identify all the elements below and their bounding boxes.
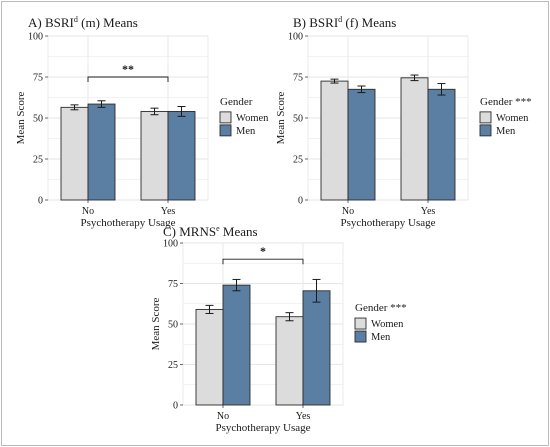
error-bar — [357, 85, 366, 94]
bar-men-no — [347, 88, 376, 201]
legend-title: Gender *** — [355, 302, 407, 314]
chart-panel-3: C) MRNSe Means 0 25 50 75 100 No YesPsychothera… — [150, 224, 407, 434]
legend-title: Gender — [220, 96, 253, 108]
y-tick-label: 25 — [33, 155, 43, 166]
bar-women-yes — [400, 77, 429, 201]
significance-label: ** — [122, 62, 134, 76]
y-tick-label: 25 — [293, 155, 303, 166]
error-bar — [150, 107, 159, 116]
bar-women-yes — [140, 110, 169, 201]
legend: Gender Women Men — [219, 96, 269, 137]
x-axis-label: Psychotherapy Usage — [80, 217, 175, 229]
error-bar — [177, 106, 186, 117]
error-bar — [437, 83, 446, 96]
x-tick-label: No — [217, 411, 229, 422]
legend-key-men — [479, 124, 492, 137]
legend-label-men: Men — [496, 126, 516, 137]
error-bar — [312, 278, 321, 303]
y-axis-label: Mean Score — [150, 297, 162, 350]
y-tick-label: 100 — [288, 32, 303, 43]
y-tick-label: 0 — [298, 196, 303, 207]
panel-title-superscript: e — [216, 224, 220, 233]
legend-label-men: Men — [371, 332, 391, 343]
y-tick-label: 0 — [173, 401, 178, 412]
bar-women-no — [60, 106, 89, 201]
significance-bracket — [87, 76, 169, 82]
legend: Gender *** Women Men — [479, 96, 532, 137]
bar-men-no — [87, 103, 116, 201]
legend-key-men — [354, 330, 367, 343]
bar-men-yes — [302, 290, 331, 406]
y-tick-label: 75 — [293, 73, 303, 84]
legend-label-men: Men — [236, 126, 256, 137]
x-tick-label: Yes — [421, 206, 436, 217]
legend-title: Gender *** — [480, 96, 532, 108]
panel-title-rest: Means — [220, 224, 258, 239]
panel-title-rest: (f) Means — [342, 15, 396, 30]
error-bar — [70, 104, 79, 111]
x-tick-label: Yes — [296, 411, 311, 422]
x-tick-label: No — [82, 206, 94, 217]
y-tick-label: 100 — [163, 239, 178, 250]
significance-label: * — [260, 244, 266, 258]
chart-panel-1: A) BSRId (m) Means 0 25 50 75 100 No YesPsychot… — [15, 15, 269, 229]
panel-title: C) MRNSe Means — [163, 224, 258, 239]
y-tick-label: 75 — [33, 73, 43, 84]
bar-women-no — [320, 80, 349, 201]
bar-men-yes — [167, 110, 196, 201]
y-tick-label: 0 — [38, 196, 43, 207]
significance-bracket — [222, 258, 304, 265]
chart-panel-2: B) BSRId (f) Means 0 25 50 75 100 No YesPsychot… — [275, 15, 532, 229]
error-bar — [205, 304, 214, 314]
error-bar — [232, 278, 241, 292]
y-tick-label: 75 — [168, 279, 178, 290]
legend-key-women — [479, 111, 492, 124]
panel-title-superscript: d — [74, 15, 78, 24]
legend-key-women — [219, 111, 232, 124]
panel-title: B) BSRId (f) Means — [293, 15, 396, 30]
x-axis-label: Psychotherapy Usage — [340, 217, 435, 229]
panel-title-rest: (m) Means — [78, 15, 138, 30]
legend-label-women: Women — [371, 319, 404, 330]
error-bar — [330, 78, 339, 84]
x-axis-label: Psychotherapy Usage — [215, 422, 310, 434]
y-tick-label: 100 — [28, 32, 43, 43]
panel-title-superscript: d — [338, 15, 342, 24]
y-tick-label: 50 — [33, 114, 43, 125]
y-axis-label: Mean Score — [275, 91, 287, 144]
y-tick-label: 25 — [168, 360, 178, 371]
y-tick-label: 50 — [293, 114, 303, 125]
legend-label-women: Women — [496, 113, 529, 124]
y-axis-label: Mean Score — [15, 91, 27, 144]
error-bar — [285, 312, 294, 322]
y-tick-label: 50 — [168, 320, 178, 331]
bar-men-yes — [427, 88, 456, 201]
legend-key-women — [354, 317, 367, 330]
bar-women-yes — [275, 316, 304, 406]
legend: Gender *** Women Men — [354, 302, 407, 343]
x-tick-label: Yes — [161, 206, 176, 217]
error-bar — [410, 74, 419, 82]
x-tick-label: No — [342, 206, 354, 217]
error-bar — [97, 100, 106, 108]
legend-label-women: Women — [236, 113, 269, 124]
bar-women-no — [195, 308, 224, 406]
legend-key-men — [219, 124, 232, 137]
bar-men-no — [222, 284, 251, 406]
panel-title: A) BSRId (m) Means — [28, 15, 138, 30]
